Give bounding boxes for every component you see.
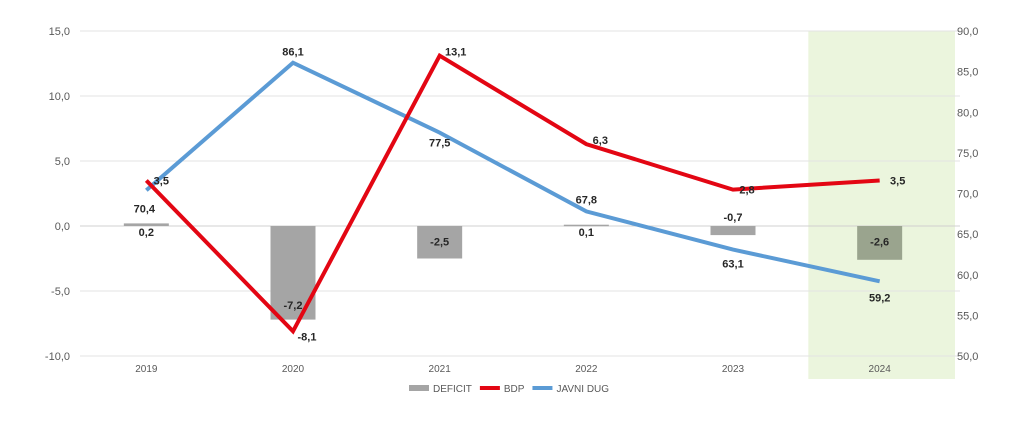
legend-label-bdp: BDP	[504, 384, 525, 395]
y-right-tick-label: 80,0	[957, 107, 978, 119]
x-tick-label-2022: 2022	[575, 364, 598, 375]
y-left-tick-label: 15,0	[49, 26, 70, 38]
deficit-bar-2022	[563, 224, 609, 227]
x-tick-label-2023: 2023	[722, 364, 745, 375]
javni-dug-label-2024: 59,2	[869, 292, 890, 304]
javni-dug-label-2020: 86,1	[282, 47, 303, 59]
bdp-label-2024: 3,5	[890, 176, 905, 188]
y-right-tick-label: 65,0	[957, 229, 978, 241]
bdp-label-2021: 13,1	[445, 47, 466, 59]
y-right-tick-label: 90,0	[957, 26, 978, 38]
y-right-tick-label: 55,0	[957, 310, 978, 322]
deficit-bar-2023	[710, 226, 756, 236]
y-left-tick-label: -10,0	[45, 351, 70, 363]
javni-dug-label-2021: 77,5	[429, 138, 450, 150]
legend-label-javni-dug: JAVNI DUG	[556, 384, 609, 395]
legend: DEFICIT BDP JAVNI DUG	[409, 384, 609, 395]
javni-dug-label-2023: 63,1	[722, 259, 743, 271]
deficit-label-2023: -0,7	[724, 212, 743, 224]
bdp-label-2019: 3,5	[154, 176, 169, 188]
deficit-label-2020: -7,2	[284, 300, 303, 312]
y-right-tick-label: 70,0	[957, 189, 978, 201]
legend-label-deficit: DEFICIT	[433, 384, 472, 395]
deficit-label-2022: 0,1	[579, 227, 594, 239]
bdp-label-2023: 2,8	[739, 185, 754, 197]
javni-dug-label-2019: 70,4	[134, 203, 156, 215]
deficit-bar-2021	[417, 226, 463, 259]
bdp-label-2022: 6,3	[593, 135, 608, 147]
y-right-tick-label: 75,0	[957, 148, 978, 160]
legend-swatch-deficit	[409, 385, 429, 391]
y-left-tick-label: -5,0	[51, 286, 70, 298]
y-right-tick-label: 60,0	[957, 270, 978, 282]
deficit-label-2024: -2,6	[870, 237, 889, 249]
y-right-tick-label: 85,0	[957, 67, 978, 79]
deficit-bar-2024	[857, 226, 903, 260]
bdp-line	[144, 52, 880, 335]
y-left-tick-label: 5,0	[55, 156, 70, 168]
highlight-band-2024	[808, 31, 955, 379]
bdp-label-2020: -8,1	[298, 331, 317, 343]
y-left-tick-label: 10,0	[49, 91, 70, 103]
deficit-bar-2019	[123, 223, 169, 226]
y-right-tick-label: 50,0	[957, 351, 978, 363]
x-tick-label-2019: 2019	[135, 364, 158, 375]
y-left-tick-label: 0,0	[55, 221, 70, 233]
deficit-label-2019: 0,2	[139, 227, 154, 239]
x-tick-label-2020: 2020	[282, 364, 305, 375]
javni-dug-label-2022: 67,8	[576, 194, 597, 206]
javni-dug-line	[145, 60, 881, 284]
deficit-label-2021: -2,5	[430, 237, 449, 249]
x-tick-label-2024: 2024	[869, 364, 892, 375]
x-tick-label-2021: 2021	[429, 364, 452, 375]
